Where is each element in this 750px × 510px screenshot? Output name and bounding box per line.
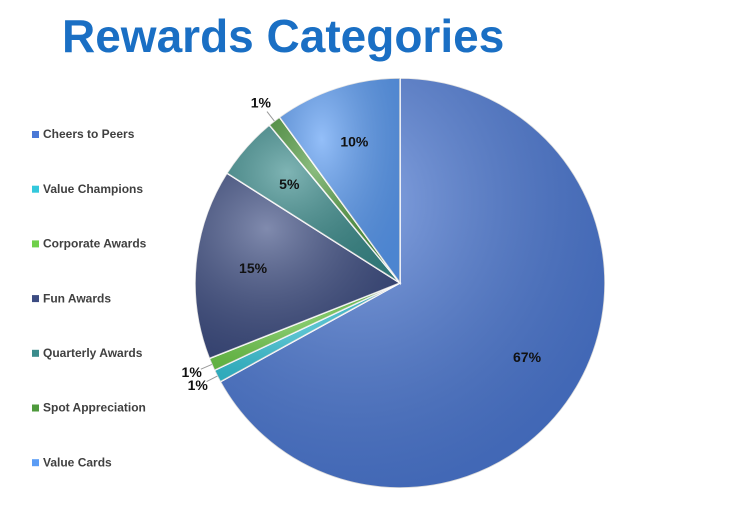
data-label: 15% (239, 260, 268, 276)
legend-marker (32, 185, 39, 193)
legend-label: Value Champions (43, 182, 143, 196)
data-label: 67% (513, 349, 542, 365)
legend-label: Fun Awards (43, 291, 111, 305)
legend-label: Cheers to Peers (43, 127, 135, 141)
legend: Cheers to Peers Value Champions Corporate … (32, 127, 147, 469)
legend-label: Value Cards (43, 455, 112, 469)
legend-label: Spot Appreciation (43, 401, 146, 415)
legend-marker (32, 459, 39, 467)
leader-line (200, 363, 213, 370)
legend-label: Corporate Awards (43, 237, 147, 251)
leader-line (206, 375, 218, 382)
data-label: 5% (279, 176, 300, 192)
legend-marker (32, 240, 39, 248)
pie: 67%1%1%15%5%1%10% (182, 77, 606, 489)
legend-marker (32, 349, 39, 357)
chart-title: Rewards Categories (62, 10, 504, 62)
legend-marker (32, 295, 39, 303)
leader-line (266, 111, 275, 122)
legend-label: Quarterly Awards (43, 346, 143, 360)
data-label: 10% (340, 133, 369, 149)
legend-marker (32, 404, 39, 412)
legend-marker (32, 131, 39, 138)
data-label: 1% (182, 364, 203, 380)
data-label: 1% (188, 377, 209, 393)
data-label: 1% (251, 94, 272, 110)
